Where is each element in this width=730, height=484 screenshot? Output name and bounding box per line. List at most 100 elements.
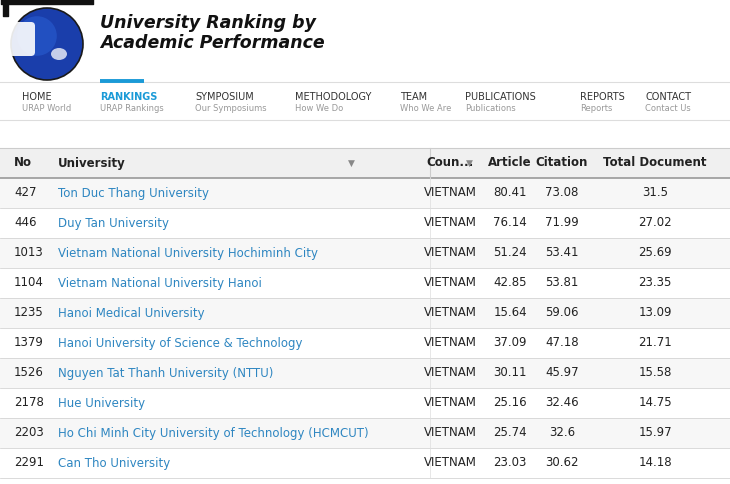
- Text: Total Document: Total Document: [603, 156, 707, 169]
- Text: Citation: Citation: [536, 156, 588, 169]
- Text: 30.11: 30.11: [493, 366, 527, 379]
- Text: CONTACT: CONTACT: [645, 92, 691, 102]
- Text: Coun...: Coun...: [426, 156, 474, 169]
- Bar: [0, 418, 730, 448]
- Bar: [0, 298, 730, 328]
- Ellipse shape: [11, 8, 83, 80]
- Text: VIETNAM: VIETNAM: [423, 276, 477, 289]
- Text: VIETNAM: VIETNAM: [423, 426, 477, 439]
- Text: Hue University: Hue University: [58, 396, 145, 409]
- Text: 14.75: 14.75: [638, 396, 672, 409]
- Text: VIETNAM: VIETNAM: [423, 366, 477, 379]
- Text: Hanoi University of Science & Technology: Hanoi University of Science & Technology: [58, 336, 302, 349]
- Text: Hanoi Medical University: Hanoi Medical University: [58, 306, 204, 319]
- Text: 2203: 2203: [14, 426, 44, 439]
- Text: 427: 427: [14, 186, 36, 199]
- Text: ▼: ▼: [348, 158, 355, 167]
- Text: VIETNAM: VIETNAM: [423, 396, 477, 409]
- Text: TEAM: TEAM: [400, 92, 427, 102]
- Text: Academic Performance: Academic Performance: [100, 34, 325, 52]
- Text: Ton Duc Thang University: Ton Duc Thang University: [58, 186, 209, 199]
- Bar: [0, 178, 730, 208]
- Text: Can Tho University: Can Tho University: [58, 456, 170, 469]
- Text: How We Do: How We Do: [295, 104, 343, 113]
- Text: RANKINGS: RANKINGS: [100, 92, 158, 102]
- Text: Reports: Reports: [580, 104, 612, 113]
- Text: VIETNAM: VIETNAM: [423, 456, 477, 469]
- Text: SYMPOSIUM: SYMPOSIUM: [195, 92, 254, 102]
- Text: 25.16: 25.16: [493, 396, 527, 409]
- Text: 1526: 1526: [14, 366, 44, 379]
- Text: Contact Us: Contact Us: [645, 104, 691, 113]
- Text: 80.41: 80.41: [493, 186, 527, 199]
- Text: 2178: 2178: [14, 396, 44, 409]
- Text: HOME: HOME: [22, 92, 52, 102]
- Text: Vietnam National University Hochiminh City: Vietnam National University Hochiminh Ci…: [58, 246, 318, 259]
- Text: 76.14: 76.14: [493, 216, 527, 229]
- Text: Duy Tan University: Duy Tan University: [58, 216, 169, 229]
- Text: 53.41: 53.41: [545, 246, 579, 259]
- Text: 25.74: 25.74: [493, 426, 527, 439]
- Text: 32.6: 32.6: [549, 426, 575, 439]
- Text: Our Symposiums: Our Symposiums: [195, 104, 266, 113]
- Text: 21.71: 21.71: [638, 336, 672, 349]
- Text: 23.03: 23.03: [493, 456, 526, 469]
- Ellipse shape: [18, 16, 57, 56]
- Text: 73.08: 73.08: [545, 186, 579, 199]
- Text: 47.18: 47.18: [545, 336, 579, 349]
- Text: 1013: 1013: [14, 246, 44, 259]
- Text: Nguyen Tat Thanh University (NTTU): Nguyen Tat Thanh University (NTTU): [58, 366, 273, 379]
- Text: 45.97: 45.97: [545, 366, 579, 379]
- Text: 51.24: 51.24: [493, 246, 527, 259]
- Text: 25.69: 25.69: [638, 246, 672, 259]
- Text: PUBLICATIONS: PUBLICATIONS: [465, 92, 536, 102]
- Text: 15.97: 15.97: [638, 426, 672, 439]
- Text: 53.81: 53.81: [545, 276, 579, 289]
- Text: 23.35: 23.35: [638, 276, 672, 289]
- Text: VIETNAM: VIETNAM: [423, 336, 477, 349]
- Text: No: No: [14, 156, 32, 169]
- FancyBboxPatch shape: [9, 22, 35, 56]
- Bar: [0, 268, 730, 298]
- Text: 1379: 1379: [14, 336, 44, 349]
- Text: Publications: Publications: [465, 104, 516, 113]
- Text: VIETNAM: VIETNAM: [423, 216, 477, 229]
- Text: University: University: [58, 156, 126, 169]
- Text: Vietnam National University Hanoi: Vietnam National University Hanoi: [58, 276, 262, 289]
- Text: 13.09: 13.09: [638, 306, 672, 319]
- Text: 14.18: 14.18: [638, 456, 672, 469]
- Text: REPORTS: REPORTS: [580, 92, 625, 102]
- Bar: [0, 238, 730, 268]
- Bar: [0, 448, 730, 478]
- Text: 42.85: 42.85: [493, 276, 527, 289]
- Text: 71.99: 71.99: [545, 216, 579, 229]
- Text: 27.02: 27.02: [638, 216, 672, 229]
- Bar: [0, 388, 730, 418]
- Bar: [0, 208, 730, 238]
- Bar: [0, 328, 730, 358]
- Text: 31.5: 31.5: [642, 186, 668, 199]
- Text: 446: 446: [14, 216, 36, 229]
- Text: VIETNAM: VIETNAM: [423, 306, 477, 319]
- Text: 1235: 1235: [14, 306, 44, 319]
- Text: METHODOLOGY: METHODOLOGY: [295, 92, 372, 102]
- Text: 32.46: 32.46: [545, 396, 579, 409]
- Text: 15.64: 15.64: [493, 306, 527, 319]
- Text: Article: Article: [488, 156, 532, 169]
- Text: 30.62: 30.62: [545, 456, 579, 469]
- Text: 1104: 1104: [14, 276, 44, 289]
- Text: Who We Are: Who We Are: [400, 104, 451, 113]
- Text: 37.09: 37.09: [493, 336, 527, 349]
- Text: ▼: ▼: [466, 158, 473, 167]
- Text: 59.06: 59.06: [545, 306, 579, 319]
- Bar: [0, 148, 730, 178]
- Text: University Ranking by: University Ranking by: [100, 14, 316, 32]
- Text: Ho Chi Minh City University of Technology (HCMCUT): Ho Chi Minh City University of Technolog…: [58, 426, 369, 439]
- Bar: [0, 358, 730, 388]
- Text: 2291: 2291: [14, 456, 44, 469]
- Ellipse shape: [51, 48, 67, 60]
- Text: URAP Rankings: URAP Rankings: [100, 104, 164, 113]
- Text: 15.58: 15.58: [638, 366, 672, 379]
- Text: VIETNAM: VIETNAM: [423, 186, 477, 199]
- Text: URAP World: URAP World: [22, 104, 72, 113]
